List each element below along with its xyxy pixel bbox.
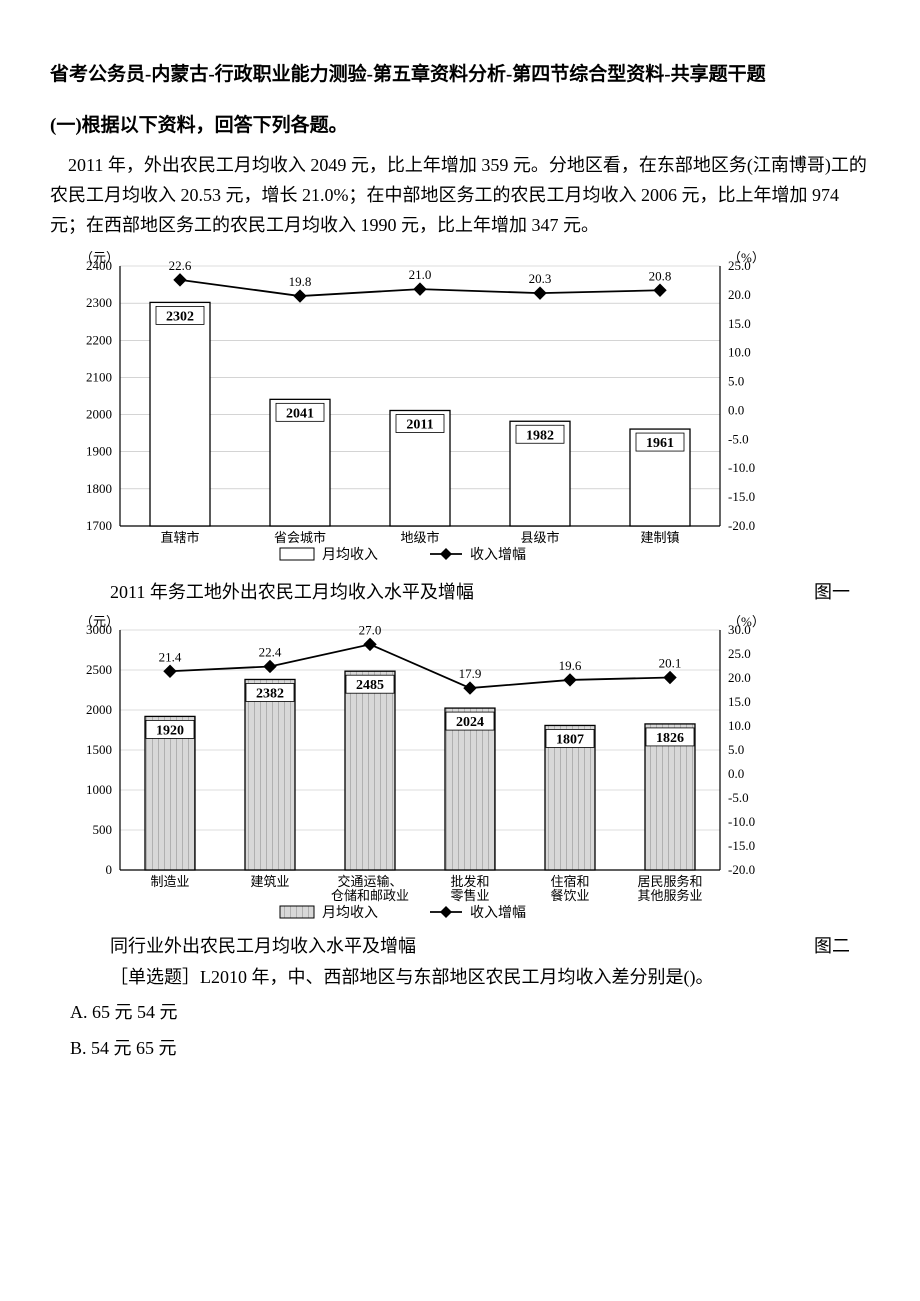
svg-text:2200: 2200 <box>86 333 112 348</box>
svg-text:17.9: 17.9 <box>459 667 482 682</box>
svg-text:10.0: 10.0 <box>728 345 751 360</box>
document-title: 省考公务员-内蒙古-行政职业能力测验-第五章资料分析-第四节综合型资料-共享题干… <box>50 60 870 90</box>
svg-text:2302: 2302 <box>166 310 194 325</box>
svg-text:1800: 1800 <box>86 481 112 496</box>
svg-text:制造业: 制造业 <box>150 874 189 889</box>
svg-text:27.0: 27.0 <box>359 623 382 638</box>
svg-text:-20.0: -20.0 <box>728 518 755 533</box>
svg-text:21.4: 21.4 <box>159 650 182 665</box>
svg-text:建制镇: 建制镇 <box>640 530 679 545</box>
svg-text:1900: 1900 <box>86 444 112 459</box>
svg-text:（%）: （%） <box>728 614 765 629</box>
svg-text:25.0: 25.0 <box>728 646 751 661</box>
svg-text:月均收入: 月均收入 <box>322 905 378 921</box>
chart-2: 050010001500200025003000-20.0-15.0-10.0-… <box>50 610 870 930</box>
svg-text:交通运输、: 交通运输、 <box>337 874 402 889</box>
svg-text:收入增幅: 收入增幅 <box>470 547 526 563</box>
svg-text:1000: 1000 <box>86 782 112 797</box>
svg-text:（%）: （%） <box>728 250 765 265</box>
svg-text:1826: 1826 <box>656 731 684 746</box>
svg-text:19.8: 19.8 <box>289 274 312 289</box>
svg-text:餐饮业: 餐饮业 <box>550 888 589 903</box>
svg-text:（元）: （元） <box>80 614 119 629</box>
svg-text:2300: 2300 <box>86 296 112 311</box>
svg-text:-10.0: -10.0 <box>728 461 755 476</box>
svg-text:2485: 2485 <box>356 679 384 694</box>
svg-text:-20.0: -20.0 <box>728 862 755 877</box>
svg-text:20.0: 20.0 <box>728 670 751 685</box>
section-header: (一)根据以下资料，回答下列各题。 <box>50 110 870 137</box>
svg-text:22.6: 22.6 <box>169 258 192 273</box>
svg-text:2100: 2100 <box>86 370 112 385</box>
svg-text:-10.0: -10.0 <box>728 814 755 829</box>
svg-text:2382: 2382 <box>256 687 284 702</box>
svg-text:0: 0 <box>106 862 113 877</box>
chart-2-figlabel: 图二 <box>814 932 850 958</box>
svg-text:月均收入: 月均收入 <box>322 547 378 563</box>
svg-text:5.0: 5.0 <box>728 742 744 757</box>
svg-text:住宿和: 住宿和 <box>550 874 589 889</box>
option-a: A. 65 元 54 元 <box>70 995 870 1029</box>
svg-text:仓储和邮政业: 仓储和邮政业 <box>331 888 409 903</box>
svg-text:1700: 1700 <box>86 518 112 533</box>
svg-text:22.4: 22.4 <box>259 645 282 660</box>
svg-text:2011: 2011 <box>406 418 433 433</box>
svg-text:1500: 1500 <box>86 742 112 757</box>
svg-text:15.0: 15.0 <box>728 694 751 709</box>
svg-text:5.0: 5.0 <box>728 374 744 389</box>
svg-text:15.0: 15.0 <box>728 316 751 331</box>
svg-text:2041: 2041 <box>286 407 314 422</box>
svg-text:500: 500 <box>93 822 113 837</box>
svg-text:（元）: （元） <box>80 250 119 265</box>
svg-text:20.1: 20.1 <box>659 656 682 671</box>
svg-text:其他服务业: 其他服务业 <box>637 888 702 903</box>
svg-text:0.0: 0.0 <box>728 403 744 418</box>
svg-text:省会城市: 省会城市 <box>274 530 326 545</box>
svg-text:2000: 2000 <box>86 407 112 422</box>
svg-text:19.6: 19.6 <box>559 658 582 673</box>
svg-text:20.0: 20.0 <box>728 287 751 302</box>
svg-text:收入增幅: 收入增幅 <box>470 905 526 921</box>
svg-text:1982: 1982 <box>526 429 554 444</box>
svg-text:1961: 1961 <box>646 437 674 452</box>
svg-text:2500: 2500 <box>86 662 112 677</box>
option-b: B. 54 元 65 元 <box>70 1031 870 1065</box>
svg-text:-15.0: -15.0 <box>728 490 755 505</box>
svg-text:-5.0: -5.0 <box>728 432 749 447</box>
svg-text:2024: 2024 <box>456 716 484 731</box>
svg-text:1920: 1920 <box>156 724 184 739</box>
intro-paragraph: 2011 年，外出农民工月均收入 2049 元，比上年增加 359 元。分地区看… <box>50 151 870 240</box>
svg-text:2000: 2000 <box>86 702 112 717</box>
svg-text:建筑业: 建筑业 <box>250 874 289 889</box>
chart-1-figlabel: 图一 <box>814 578 850 604</box>
svg-text:20.3: 20.3 <box>529 272 552 287</box>
svg-text:零售业: 零售业 <box>450 888 489 903</box>
chart-1-caption: 2011 年务工地外出农民工月均收入水平及增幅 <box>110 578 474 604</box>
svg-text:直辖市: 直辖市 <box>160 530 199 545</box>
svg-text:20.8: 20.8 <box>649 269 672 284</box>
svg-text:地级市: 地级市 <box>400 530 439 545</box>
svg-text:-5.0: -5.0 <box>728 790 749 805</box>
svg-text:21.0: 21.0 <box>409 268 432 283</box>
svg-text:1807: 1807 <box>556 733 584 748</box>
chart-1: 17001800190020002100220023002400-20.0-15… <box>50 246 870 576</box>
question-text: ［单选题］L2010 年，中、西部地区与东部地区农民工月均收入差分别是()。 <box>110 962 870 993</box>
svg-text:-15.0: -15.0 <box>728 838 755 853</box>
chart-2-caption: 同行业外出农民工月均收入水平及增幅 <box>110 932 416 958</box>
svg-text:批发和: 批发和 <box>450 874 489 889</box>
svg-text:居民服务和: 居民服务和 <box>637 874 702 889</box>
svg-text:0.0: 0.0 <box>728 766 744 781</box>
svg-text:10.0: 10.0 <box>728 718 751 733</box>
svg-text:县级市: 县级市 <box>520 530 559 545</box>
